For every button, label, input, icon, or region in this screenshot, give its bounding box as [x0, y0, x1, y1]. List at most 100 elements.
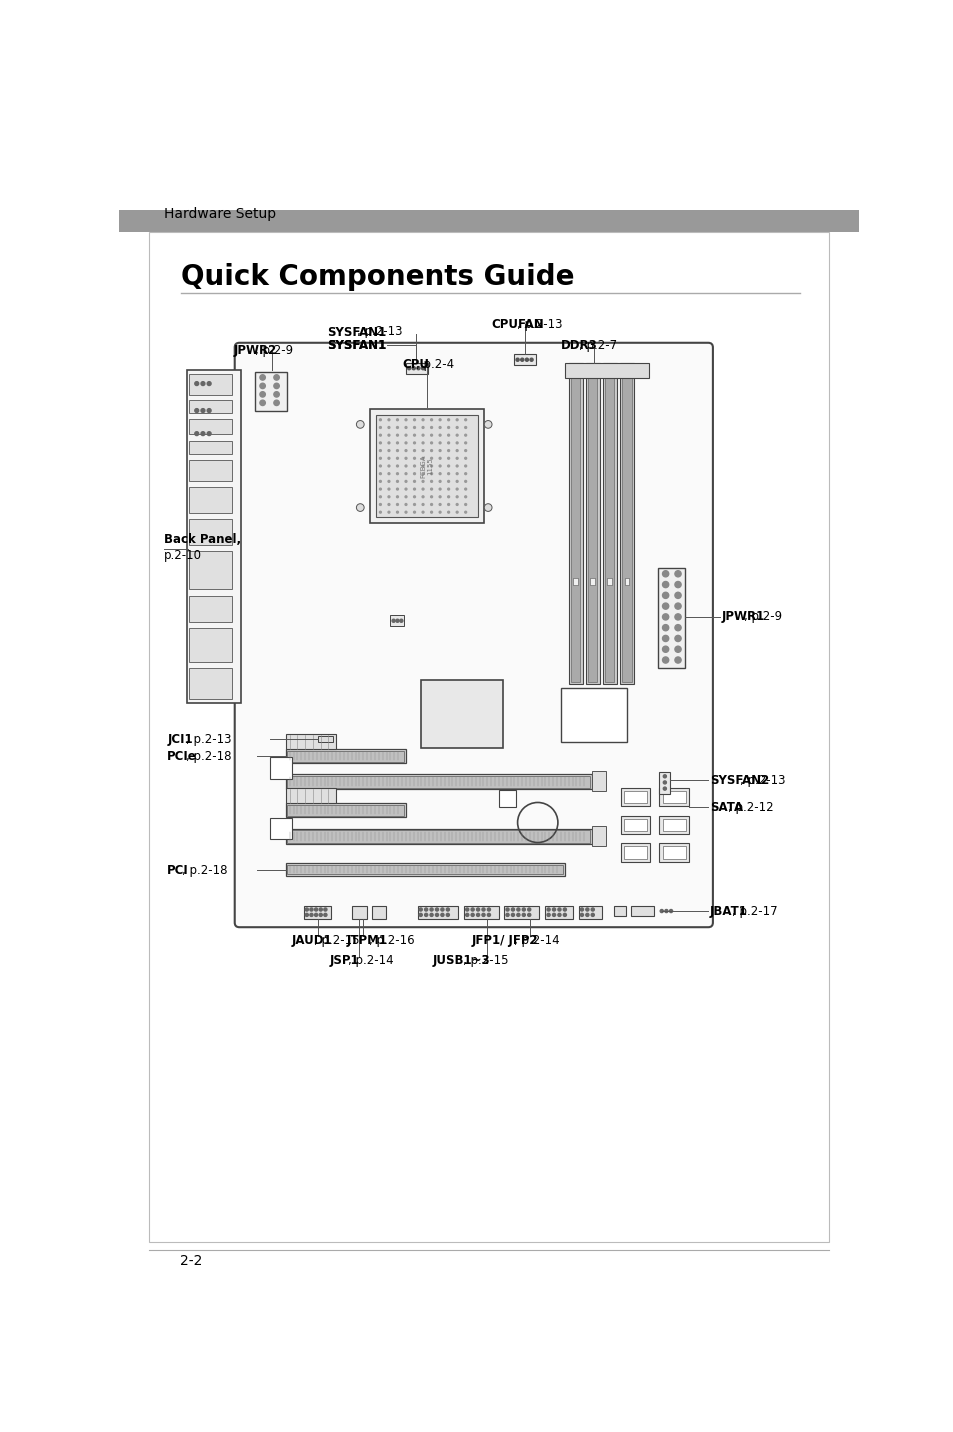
Circle shape — [396, 418, 398, 421]
Bar — [659, 772, 670, 793]
Circle shape — [274, 375, 279, 379]
Circle shape — [305, 914, 308, 916]
Text: JCI1: JCI1 — [167, 733, 193, 746]
Circle shape — [438, 504, 440, 505]
Circle shape — [456, 450, 457, 451]
Bar — [270, 818, 292, 839]
Bar — [498, 790, 516, 808]
Text: FCBGA
1155: FCBGA 1155 — [420, 454, 433, 478]
Circle shape — [414, 495, 415, 498]
Text: , p.2-18: , p.2-18 — [182, 863, 228, 876]
Circle shape — [447, 442, 449, 444]
Circle shape — [481, 914, 484, 916]
Circle shape — [661, 657, 668, 663]
Text: Back Panel,: Back Panel, — [164, 533, 241, 547]
Circle shape — [464, 457, 466, 460]
Circle shape — [476, 908, 479, 911]
Text: , p.2-14: , p.2-14 — [348, 954, 394, 967]
Text: JUSB1~3: JUSB1~3 — [433, 954, 490, 967]
Text: JPWR2: JPWR2 — [233, 344, 277, 357]
Bar — [287, 776, 590, 788]
Circle shape — [438, 511, 440, 513]
Circle shape — [421, 495, 423, 498]
Bar — [187, 371, 241, 703]
Circle shape — [421, 511, 423, 513]
Circle shape — [456, 473, 457, 474]
Circle shape — [446, 914, 449, 916]
Circle shape — [430, 442, 432, 444]
Bar — [464, 906, 498, 919]
Circle shape — [259, 375, 265, 379]
Circle shape — [447, 427, 449, 428]
Circle shape — [405, 511, 407, 513]
Circle shape — [447, 418, 449, 421]
Circle shape — [405, 504, 407, 505]
Circle shape — [388, 504, 390, 505]
Bar — [571, 364, 579, 683]
Bar — [630, 905, 654, 916]
Circle shape — [421, 367, 424, 369]
Circle shape — [546, 914, 550, 916]
Bar — [317, 736, 333, 742]
Bar — [352, 906, 367, 919]
Circle shape — [395, 619, 398, 623]
Circle shape — [674, 636, 680, 642]
Circle shape — [396, 450, 398, 451]
Circle shape — [464, 511, 466, 513]
Circle shape — [388, 434, 390, 437]
Circle shape — [412, 367, 415, 369]
Text: Quick Components Guide: Quick Components Guide — [181, 262, 574, 291]
Circle shape — [505, 914, 509, 916]
Circle shape — [319, 914, 322, 916]
Bar — [514, 354, 536, 365]
Circle shape — [661, 581, 668, 587]
Circle shape — [388, 450, 390, 451]
Circle shape — [456, 434, 457, 437]
Circle shape — [464, 450, 466, 451]
Bar — [602, 362, 617, 684]
Circle shape — [661, 571, 668, 577]
Bar — [560, 687, 626, 742]
Circle shape — [414, 465, 415, 467]
Circle shape — [396, 488, 398, 490]
Bar — [573, 579, 578, 584]
Bar — [661, 790, 685, 803]
Circle shape — [438, 427, 440, 428]
Bar — [189, 487, 232, 513]
Circle shape — [388, 465, 390, 467]
Circle shape — [464, 473, 466, 474]
Bar — [621, 364, 631, 683]
Circle shape — [379, 418, 381, 421]
Circle shape — [562, 914, 566, 916]
Circle shape — [579, 908, 583, 911]
Circle shape — [388, 495, 390, 498]
Circle shape — [274, 392, 279, 397]
Bar — [375, 415, 477, 517]
Circle shape — [438, 450, 440, 451]
Circle shape — [438, 495, 440, 498]
Circle shape — [438, 442, 440, 444]
Text: PCIe: PCIe — [167, 750, 197, 763]
Bar — [659, 788, 688, 806]
Circle shape — [396, 427, 398, 428]
Circle shape — [379, 504, 381, 505]
Circle shape — [464, 418, 466, 421]
Text: 2-2: 2-2 — [179, 1254, 202, 1269]
Circle shape — [319, 908, 322, 911]
Bar — [504, 906, 538, 919]
Circle shape — [310, 908, 313, 911]
Circle shape — [194, 431, 198, 435]
Circle shape — [405, 450, 407, 451]
Circle shape — [661, 603, 668, 609]
Circle shape — [447, 495, 449, 498]
Bar — [286, 788, 335, 803]
Circle shape — [405, 434, 407, 437]
Circle shape — [505, 908, 509, 911]
Circle shape — [430, 418, 432, 421]
Bar — [372, 906, 385, 919]
Bar — [564, 362, 648, 378]
Bar — [623, 846, 646, 859]
Bar — [620, 788, 649, 806]
Circle shape — [421, 418, 423, 421]
Circle shape — [456, 442, 457, 444]
